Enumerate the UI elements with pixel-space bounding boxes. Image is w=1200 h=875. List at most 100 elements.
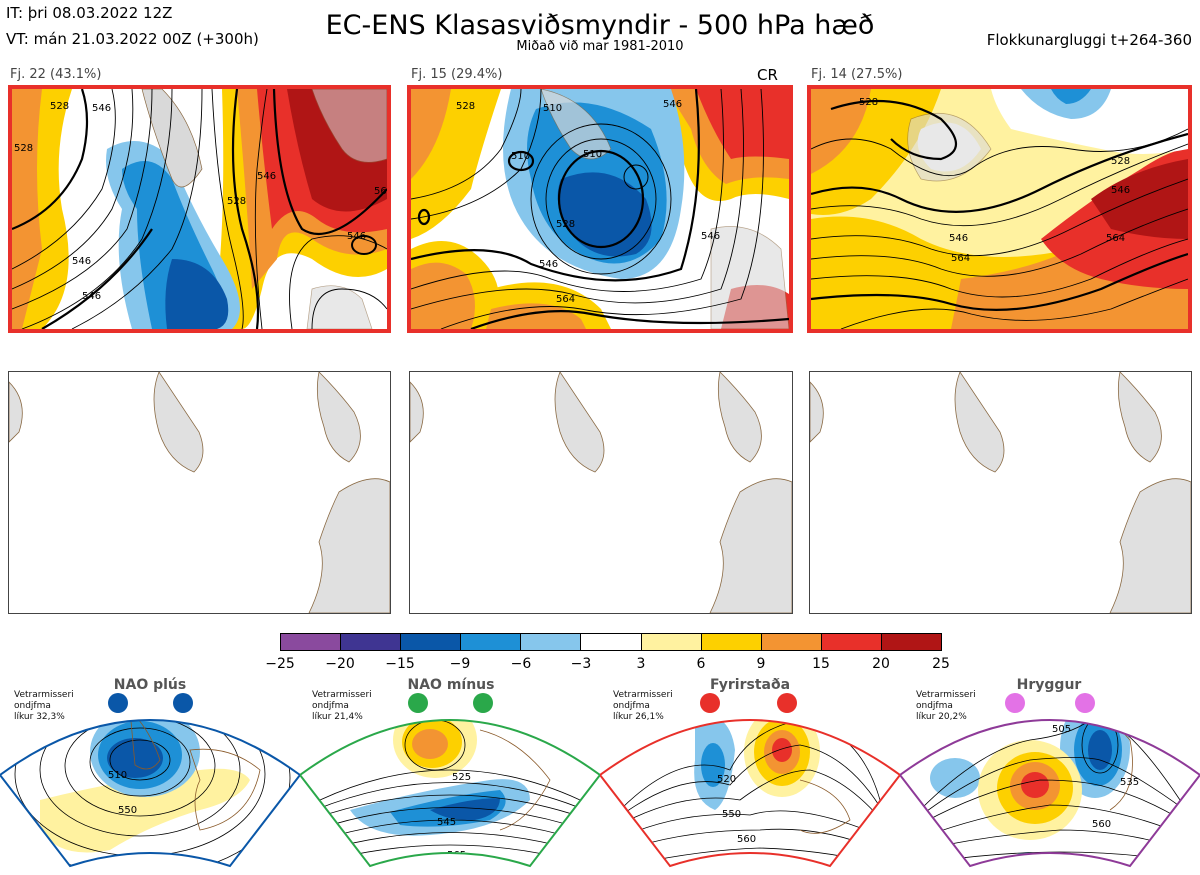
colorbar-tick: −25 — [265, 656, 295, 672]
contour-label: 528 — [14, 143, 33, 154]
issue-time-label: IT: þri 08.03.2022 12Z — [6, 4, 173, 22]
regime-marker — [1075, 693, 1095, 713]
contour-label: 510 — [108, 770, 127, 781]
contour-label: 546 — [257, 171, 276, 182]
contour-label: 535 — [1120, 777, 1139, 788]
contour-label: 528 — [556, 219, 575, 230]
cluster-2-map[interactable]: 528 510 510 510 528 546 564 546 546 — [407, 85, 793, 333]
contour-label: 510 — [511, 151, 530, 162]
regime-info-line: líkur 21,4% — [312, 712, 363, 722]
colorbar-tick: 25 — [932, 656, 950, 672]
valid-time-label: VT: mán 21.03.2022 00Z (+300h) — [6, 30, 259, 48]
contour-label: 546 — [539, 259, 558, 270]
regime-frame — [898, 719, 1200, 868]
cluster-2-tag: CR — [757, 66, 778, 84]
regime-info-line: Vetrarmisseri — [312, 690, 372, 700]
colorbar-tick: 20 — [872, 656, 890, 672]
regime-2-title: NAO mínus — [407, 677, 495, 693]
contour-label: 546 — [701, 231, 720, 242]
contour-label: 528 — [859, 97, 878, 108]
colorbar-segment — [581, 634, 642, 650]
colorbar-segment — [881, 634, 942, 650]
regime-info-line: ondjfma — [613, 701, 650, 711]
colorbar-tick: −6 — [510, 656, 532, 672]
regime-2-map[interactable]: 525 545 565 — [298, 690, 602, 871]
regime-frame — [298, 719, 602, 868]
regime-info-line: Vetrarmisseri — [916, 690, 976, 700]
regime-info-line: Vetrarmisseri — [613, 690, 673, 700]
colorbar-segment — [521, 634, 582, 650]
colorbar — [280, 633, 942, 651]
colorbar-tick: 6 — [696, 656, 706, 672]
empty-map-2[interactable] — [409, 371, 793, 614]
colorbar-segment — [401, 634, 462, 650]
colorbar-segment — [281, 634, 342, 650]
cluster-1-map[interactable]: 528 546 528 528 546 56 546 546 546 — [8, 85, 391, 333]
regime-2-info: Vetrarmisseri ondjfma líkur 21,4% — [312, 690, 372, 723]
regime-frame — [598, 719, 902, 868]
contour-label: 564 — [556, 294, 575, 305]
colorbar-tick: 9 — [756, 656, 766, 672]
contour-label: 528 — [227, 196, 246, 207]
regime-info-line: líkur 26,1% — [613, 712, 664, 722]
contour-label: 510 — [583, 149, 602, 160]
classification-window-label: Flokkunargluggi t+264-360 — [986, 31, 1192, 49]
regime-3-info: Vetrarmisseri ondjfma líkur 26,1% — [613, 690, 673, 723]
regime-marker — [1005, 693, 1025, 713]
contour-label: 510 — [543, 103, 562, 114]
regime-info-line: ondjfma — [916, 701, 953, 711]
contour-label: 546 — [82, 291, 101, 302]
colorbar-segment — [761, 634, 822, 650]
regime-marker — [408, 693, 428, 713]
colorbar-tick: 3 — [636, 656, 646, 672]
contour-label: 525 — [452, 772, 471, 783]
regime-marker — [473, 693, 493, 713]
colorbar-segment — [701, 634, 762, 650]
regime-frame — [0, 719, 302, 868]
regime-marker — [108, 693, 128, 713]
contour-label: 546 — [72, 256, 91, 267]
empty-map-1[interactable] — [8, 371, 391, 614]
regime-info-line: líkur 32,3% — [14, 712, 65, 722]
contour-label: 560 — [737, 834, 756, 845]
colorbar-tick: −15 — [385, 656, 415, 672]
contour-label: 564 — [1106, 233, 1125, 244]
page-subtitle: Miðað við mar 1981-2010 — [516, 39, 684, 54]
cluster-2-label: Fj. 15 (29.4%) — [411, 67, 503, 82]
regime-1-map[interactable]: 510 550 — [0, 690, 302, 871]
regime-info-line: Vetrarmisseri — [14, 690, 74, 700]
empty-map-3[interactable] — [809, 371, 1192, 614]
regime-4-map[interactable]: 505 535 560 — [898, 690, 1200, 871]
contour-label: 565 — [447, 850, 466, 861]
contour-label: 505 — [1052, 724, 1071, 735]
contour-label: 550 — [118, 805, 137, 816]
contour-label: 56 — [374, 186, 387, 197]
cluster-3-map[interactable]: 528 528 546 564 546 564 — [807, 85, 1192, 333]
contour-label: 545 — [437, 817, 456, 828]
regime-3-map[interactable]: 520 550 560 — [598, 690, 902, 871]
colorbar-tick: −9 — [449, 656, 471, 672]
contour-label: 560 — [1092, 819, 1111, 830]
colorbar-tick: −3 — [570, 656, 592, 672]
contour-label: 528 — [456, 101, 475, 112]
regime-3-title: Fyrirstaða — [709, 677, 791, 693]
colorbar-tick: 15 — [812, 656, 830, 672]
contour-label: 528 — [1111, 156, 1130, 167]
regime-marker — [777, 693, 797, 713]
regime-4-title: Hryggur — [1016, 677, 1082, 693]
colorbar-segment — [461, 634, 522, 650]
regime-4-info: Vetrarmisseri ondjfma líkur 20,2% — [916, 690, 976, 723]
colorbar-segment — [341, 634, 402, 650]
cluster-3-label: Fj. 14 (27.5%) — [811, 67, 903, 82]
contour-label: 546 — [949, 233, 968, 244]
regime-info-line: líkur 20,2% — [916, 712, 967, 722]
cluster-1-label: Fj. 22 (43.1%) — [10, 67, 102, 82]
page-title: EC-ENS Klasasviðsmyndir - 500 hPa hæð — [325, 10, 875, 41]
contour-label: 550 — [722, 809, 741, 820]
colorbar-segment — [641, 634, 702, 650]
regime-info-line: ondjfma — [14, 701, 51, 711]
contour-label: 546 — [663, 99, 682, 110]
regime-info-line: ondjfma — [312, 701, 349, 711]
contour-label: 546 — [1111, 185, 1130, 196]
regime-marker — [700, 693, 720, 713]
